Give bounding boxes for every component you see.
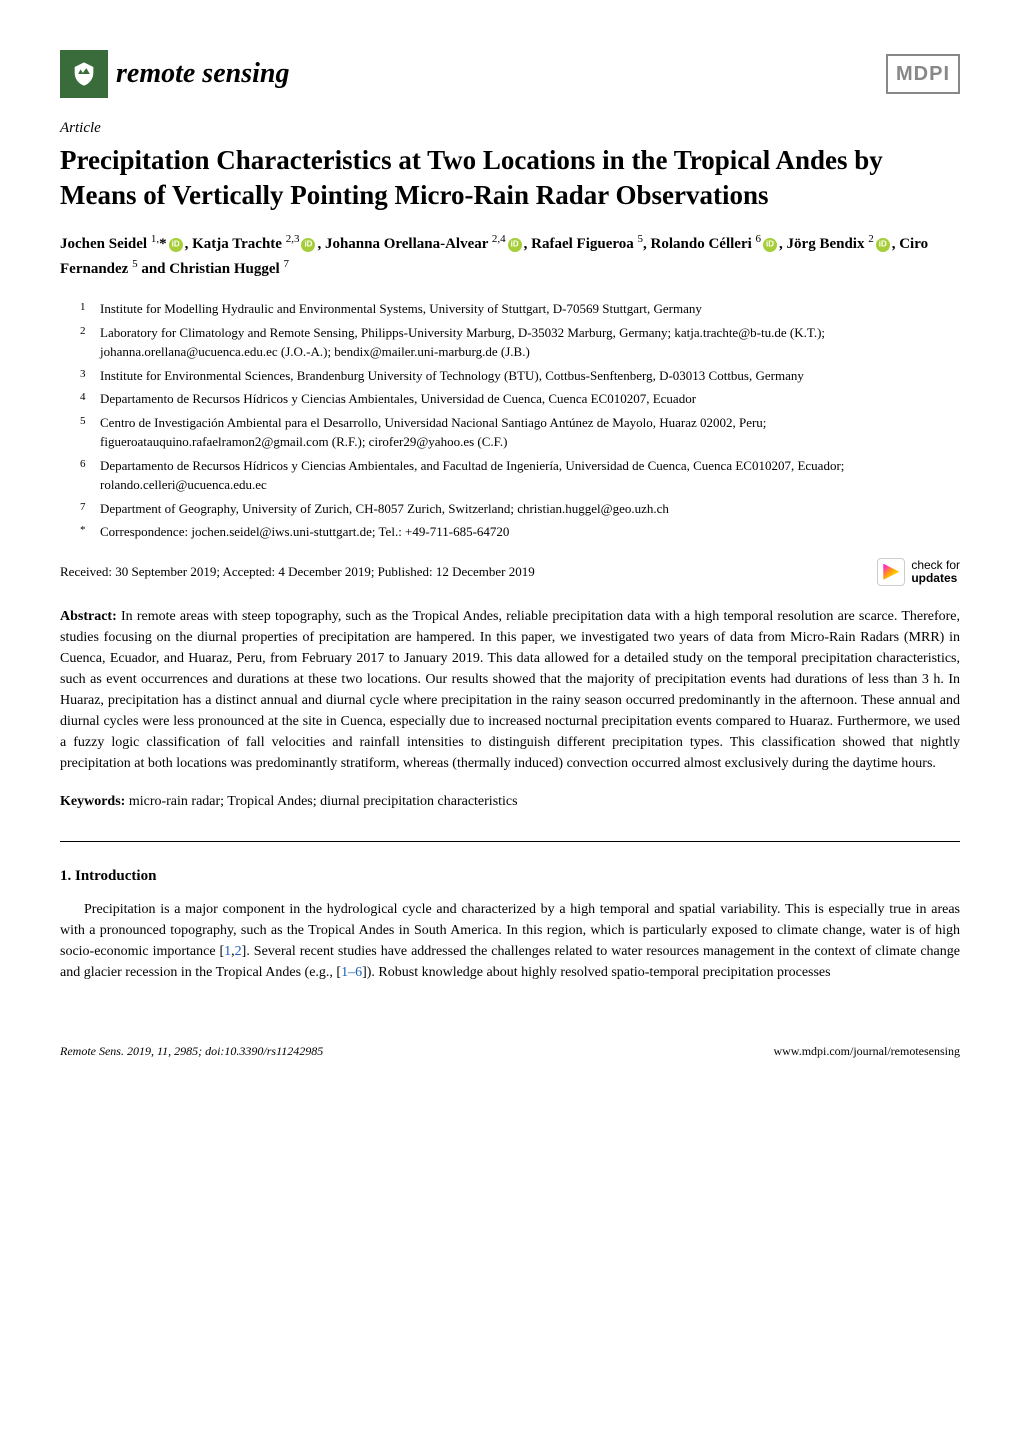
keywords-text: micro-rain radar; Tropical Andes; diurna… <box>129 794 518 809</box>
section-1-paragraph: Precipitation is a major component in th… <box>60 899 960 983</box>
ref-link[interactable]: 2 <box>235 944 242 959</box>
affiliation-text: Departamento de Recursos Hídricos y Cien… <box>100 389 960 409</box>
affiliation-text: Institute for Modelling Hydraulic and En… <box>100 299 960 319</box>
affiliation-number: 2 <box>80 323 100 362</box>
header-row: remote sensing MDPI <box>60 50 960 98</box>
affiliation-text: Laboratory for Climatology and Remote Se… <box>100 323 960 362</box>
affiliation-number: 7 <box>80 499 100 519</box>
affiliation-number: 4 <box>80 389 100 409</box>
affiliation-item: 5Centro de Investigación Ambiental para … <box>80 413 960 452</box>
affiliation-item: 4Departamento de Recursos Hídricos y Cie… <box>80 389 960 409</box>
affiliation-item: 2Laboratory for Climatology and Remote S… <box>80 323 960 362</box>
publisher-logo: MDPI <box>886 54 960 94</box>
article-type: Article <box>60 118 960 139</box>
affiliation-number: 6 <box>80 456 100 495</box>
affiliation-item: 1Institute for Modelling Hydraulic and E… <box>80 299 960 319</box>
section-heading-1: 1. Introduction <box>60 866 960 887</box>
section-divider <box>60 841 960 842</box>
ref-link[interactable]: 1 <box>224 944 231 959</box>
page-footer: Remote Sens. 2019, 11, 2985; doi:10.3390… <box>60 1043 960 1060</box>
journal-name: remote sensing <box>116 54 289 93</box>
affiliation-text: Institute for Environmental Sciences, Br… <box>100 366 960 386</box>
journal-logo-icon <box>60 50 108 98</box>
footer-url: www.mdpi.com/journal/remotesensing <box>773 1043 960 1060</box>
affiliations-list: 1Institute for Modelling Hydraulic and E… <box>60 299 960 542</box>
keywords-label: Keywords: <box>60 794 125 809</box>
publication-dates: Received: 30 September 2019; Accepted: 4… <box>60 563 535 581</box>
affiliation-number: 5 <box>80 413 100 452</box>
affiliation-text: Departamento de Recursos Hídricos y Cien… <box>100 456 960 495</box>
affiliation-item: *Correspondence: jochen.seidel@iws.uni-s… <box>80 522 960 542</box>
updates-label-2: updates <box>911 572 960 585</box>
keywords: Keywords: micro-rain radar; Tropical And… <box>60 792 960 812</box>
footer-citation: Remote Sens. 2019, 11, 2985; doi:10.3390… <box>60 1043 323 1060</box>
affiliation-item: 7Department of Geography, University of … <box>80 499 960 519</box>
updates-icon <box>877 558 905 586</box>
abstract-text: In remote areas with steep topography, s… <box>60 609 960 771</box>
affiliation-item: 6Departamento de Recursos Hídricos y Cie… <box>80 456 960 495</box>
authors-list: Jochen Seidel 1,*, Katja Trachte 2,3, Jo… <box>60 231 960 281</box>
affiliation-text: Correspondence: jochen.seidel@iws.uni-st… <box>100 522 960 542</box>
affiliation-item: 3Institute for Environmental Sciences, B… <box>80 366 960 386</box>
abstract-label: Abstract: <box>60 609 117 624</box>
affiliation-number: * <box>80 522 100 542</box>
affiliation-text: Centro de Investigación Ambiental para e… <box>100 413 960 452</box>
abstract: Abstract: In remote areas with steep top… <box>60 606 960 774</box>
affiliation-number: 3 <box>80 366 100 386</box>
affiliation-text: Department of Geography, University of Z… <box>100 499 960 519</box>
journal-brand: remote sensing <box>60 50 289 98</box>
dates-row: Received: 30 September 2019; Accepted: 4… <box>60 558 960 586</box>
check-updates-badge[interactable]: check for updates <box>877 558 960 586</box>
updates-text: check for updates <box>911 559 960 585</box>
article-title: Precipitation Characteristics at Two Loc… <box>60 143 960 213</box>
affiliation-number: 1 <box>80 299 100 319</box>
ref-link[interactable]: 1–6 <box>341 965 362 980</box>
